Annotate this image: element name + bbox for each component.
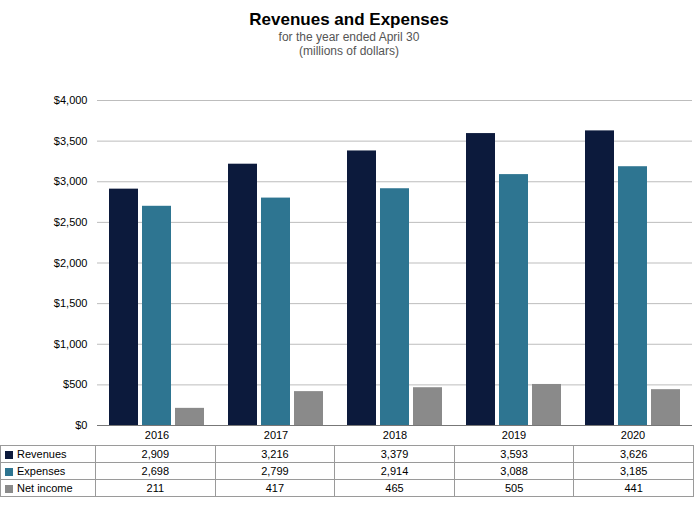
svg-text:$0: $0 bbox=[75, 419, 87, 431]
html-text:441: 441 bbox=[624, 482, 643, 494]
html-text:Revenues: Revenues bbox=[17, 448, 67, 460]
html-text:3,088: 3,088 bbox=[500, 465, 528, 477]
svg-text:$3,000: $3,000 bbox=[54, 175, 88, 187]
html-text:2,799: 2,799 bbox=[261, 465, 289, 477]
svg-text:$2,000: $2,000 bbox=[54, 257, 88, 269]
html-text:417: 417 bbox=[265, 482, 285, 494]
svg-text:2018: 2018 bbox=[383, 429, 407, 441]
html-text:2,909: 2,909 bbox=[141, 448, 170, 460]
html-text:211: 211 bbox=[146, 482, 165, 494]
html-text:3,626: 3,626 bbox=[619, 448, 648, 460]
html-text:Revenues and Expenses: Revenues and Expenses bbox=[249, 10, 449, 29]
html-text:for the year ended April 30: for the year ended April 30 bbox=[278, 30, 420, 44]
svg-text:$1,000: $1,000 bbox=[54, 338, 88, 350]
svg-text:$3,500: $3,500 bbox=[54, 135, 88, 147]
html-text:3,593: 3,593 bbox=[500, 448, 528, 460]
html-text:Expenses: Expenses bbox=[17, 465, 66, 477]
svg-text:$500: $500 bbox=[63, 378, 87, 390]
html-text:2,698: 2,698 bbox=[141, 465, 170, 477]
svg-text:2017: 2017 bbox=[264, 429, 288, 441]
svg-text:2020: 2020 bbox=[621, 429, 645, 441]
svg-text:$1,500: $1,500 bbox=[54, 297, 88, 309]
svg-text:$4,000: $4,000 bbox=[54, 94, 88, 106]
html-text:Net income: Net income bbox=[17, 482, 73, 494]
svg-text:$2,500: $2,500 bbox=[54, 216, 88, 228]
html-text:3,185: 3,185 bbox=[619, 465, 648, 477]
html-text:2,914: 2,914 bbox=[380, 465, 409, 477]
html-text:465: 465 bbox=[385, 482, 404, 494]
svg-text:2016: 2016 bbox=[145, 429, 169, 441]
html-text:3,216: 3,216 bbox=[261, 448, 289, 460]
html-text:3,379: 3,379 bbox=[380, 448, 409, 460]
html-text:(millions of dollars): (millions of dollars) bbox=[299, 44, 399, 58]
html-text:505: 505 bbox=[504, 482, 524, 494]
svg-text:2019: 2019 bbox=[502, 429, 526, 441]
